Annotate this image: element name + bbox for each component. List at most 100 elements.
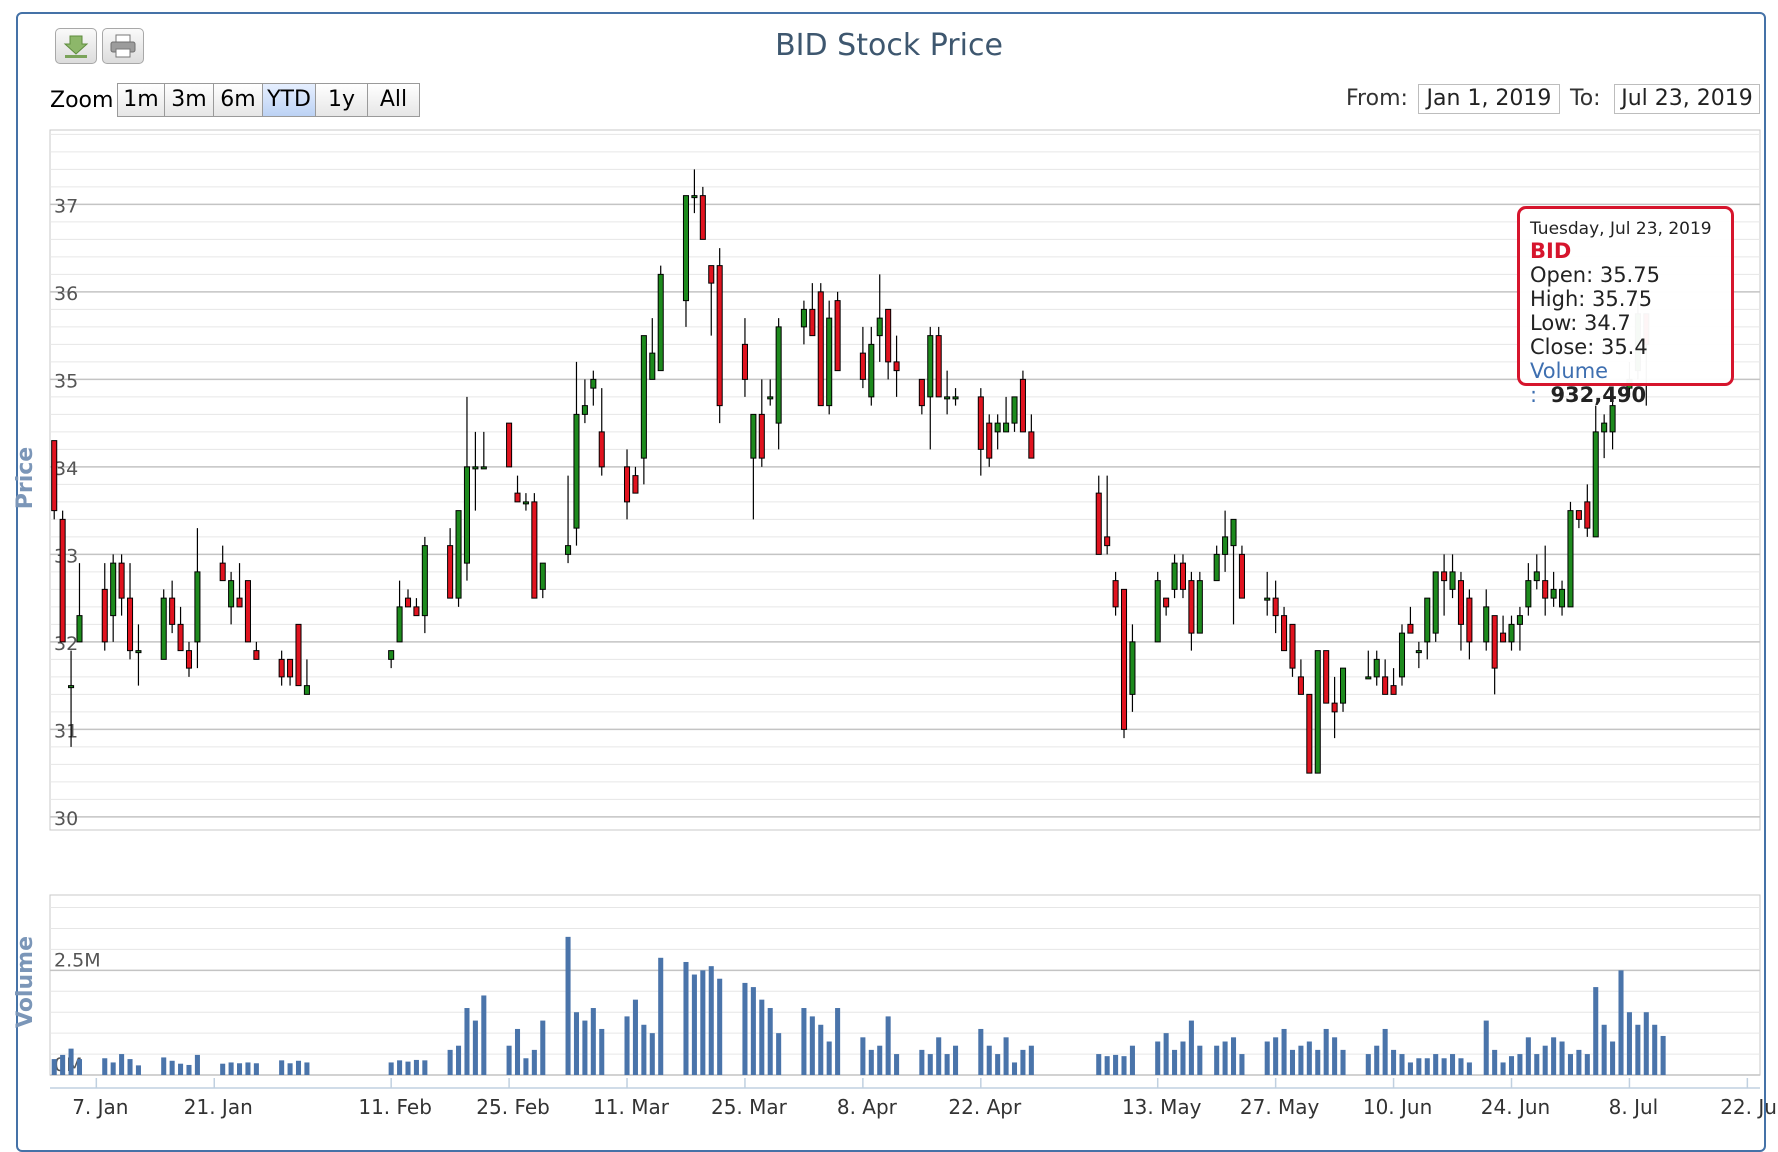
candle [1491, 615, 1498, 695]
volume-bar [649, 1033, 655, 1075]
candle-body [514, 492, 521, 503]
candle [1154, 571, 1161, 643]
candle [135, 624, 142, 686]
candle-body [716, 265, 723, 407]
volume-bar [1534, 1054, 1540, 1075]
candle-body [303, 685, 310, 695]
candle-body [1112, 580, 1119, 608]
candle-body [101, 588, 108, 643]
candle [1323, 650, 1330, 704]
candle-body [506, 422, 513, 468]
candle [185, 641, 193, 677]
tooltip-volume-value: 932,490 [1550, 383, 1647, 407]
volume-bar [186, 1064, 192, 1075]
candle-body [1424, 597, 1431, 643]
volume-bar [1635, 1024, 1641, 1075]
zoom-3m-button[interactable]: 3m [164, 83, 214, 117]
candle [110, 554, 117, 642]
tooltip-symbol: BID [1530, 239, 1572, 263]
candle [1019, 370, 1026, 433]
zoom-1m-button[interactable]: 1m [117, 83, 165, 117]
volume-bar [1163, 1033, 1169, 1075]
volume-bar [228, 1062, 234, 1075]
candle [463, 396, 470, 581]
candle-body [278, 658, 285, 678]
volume-bar [1180, 1041, 1186, 1075]
candle [1441, 554, 1448, 616]
candle-body [1542, 580, 1549, 599]
candle [1179, 554, 1187, 599]
zoom-1y-button[interactable]: 1y [315, 83, 368, 117]
volume-bar [1660, 1035, 1666, 1075]
volume-bar [573, 1012, 580, 1075]
tooltip-volume-row: Volume : 932,490 [1530, 359, 1721, 407]
candle [118, 554, 125, 616]
zoom-all-button[interactable]: All [367, 83, 420, 117]
volume-bar [540, 1020, 546, 1075]
candle-body [404, 597, 412, 608]
volume-bar [1306, 1041, 1312, 1075]
price-axis-title: Price [13, 447, 38, 509]
candle-body [741, 343, 748, 380]
from-date-input[interactable]: Jan 1, 2019 [1418, 84, 1560, 114]
candle [944, 370, 951, 415]
volume-bar [161, 1057, 167, 1075]
volume-bar [936, 1037, 942, 1075]
candle-body [1129, 641, 1136, 695]
candle [1525, 563, 1532, 616]
zoom-ytd-button[interactable]: YTD [262, 83, 316, 117]
zoom-6m-button[interactable]: 6m [213, 83, 263, 117]
candle [1028, 414, 1035, 459]
candle [1390, 668, 1397, 695]
volume-grid: 0M2.5M [49, 894, 1761, 1076]
to-date-input[interactable]: Jul 23, 2019 [1614, 84, 1760, 114]
candle [253, 641, 260, 660]
candle-body [51, 440, 58, 512]
candle [1365, 650, 1372, 680]
print-button[interactable] [102, 28, 144, 64]
candle-body [893, 361, 900, 372]
tooltip-date: Tuesday, Jul 23, 2019 [1530, 219, 1712, 239]
candle-body [253, 650, 260, 660]
x-tick-label: 22. Apr [948, 1095, 1022, 1119]
candle [1533, 554, 1540, 590]
candle [1297, 659, 1304, 695]
volume-bar [135, 1065, 141, 1075]
candle [522, 493, 529, 511]
candle-body [952, 396, 959, 400]
candle-body [691, 195, 698, 199]
price-tick-label: 36 [54, 283, 78, 305]
candle-body [1095, 492, 1102, 555]
volume-bar [1281, 1028, 1287, 1075]
candle-body [1567, 510, 1574, 608]
candle [1559, 580, 1566, 616]
volume-bar [279, 1060, 285, 1075]
volume-bar [405, 1061, 411, 1075]
volume-bar [1374, 1045, 1380, 1075]
volume-bar [1424, 1058, 1430, 1075]
volume-bar [1508, 1056, 1515, 1075]
volume-bar [742, 982, 748, 1075]
candlesticks [51, 169, 1650, 774]
x-tick-label: 27. May [1240, 1095, 1320, 1119]
volume-bar [801, 1008, 807, 1075]
candle-body [632, 475, 639, 494]
candle-body [699, 195, 706, 240]
candle-body [1196, 580, 1203, 634]
candle-body [413, 606, 420, 617]
candle [1289, 623, 1296, 677]
candle [1457, 571, 1464, 651]
volume-bar [388, 1062, 394, 1075]
candle [421, 536, 428, 634]
volume-axis-title: Volume [13, 936, 38, 1028]
download-button[interactable] [55, 28, 97, 64]
volume-bar [995, 1054, 1001, 1075]
volume-plot-area [49, 894, 1761, 1076]
volume-bar [590, 1008, 596, 1075]
candle-body [1264, 597, 1271, 601]
candle [565, 475, 572, 564]
candle [716, 248, 723, 424]
candle-body [1500, 632, 1507, 643]
volume-bar [1020, 1049, 1026, 1075]
